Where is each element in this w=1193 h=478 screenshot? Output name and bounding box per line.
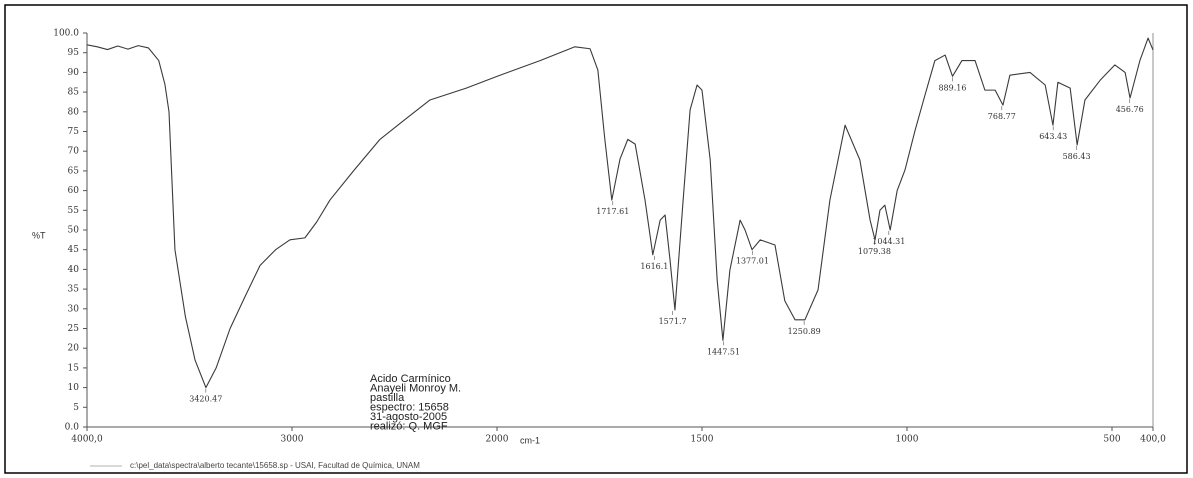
x-tick-label: 4000,0 (71, 435, 103, 445)
y-tick-label: 70 (68, 147, 80, 157)
x-axis-label: cm-1 (520, 435, 540, 445)
footer: c:\pel_data\spectra\alberto tecante\1565… (130, 461, 420, 470)
x-tick-label: 500 (1103, 435, 1120, 445)
peak-label: 1377.01 (736, 257, 769, 266)
y-tick-label: 80 (68, 107, 80, 117)
peak-label: 456.76 (1116, 105, 1144, 114)
y-tick-label: 35 (68, 285, 80, 295)
y-tick-label: 55 (68, 206, 80, 216)
x-tick-label: 2000 (486, 435, 509, 445)
y-tick-label: 5 (73, 403, 79, 413)
y-tick-label: 75 (68, 127, 80, 137)
y-tick-label: 65 (68, 166, 80, 176)
y-tick-label: 50 (68, 226, 80, 236)
y-tick-label: 60 (68, 186, 80, 196)
y-tick-label: 100.0 (53, 29, 79, 39)
spectrum-line (86, 37, 1154, 389)
annotation: pastilla (370, 392, 405, 404)
x-tick-label: 1500 (691, 435, 714, 445)
peak-label: 768.77 (988, 112, 1016, 121)
y-tick-label: 15 (68, 363, 80, 373)
annotation: 31-agosto-2005 (370, 411, 447, 423)
peak-label: 1044.31 (872, 237, 905, 246)
x-tick-label: 1000 (896, 435, 919, 445)
y-tick-label: 85 (68, 88, 80, 98)
y-tick-label: 95 (68, 48, 80, 58)
x-tick-label: 3000 (281, 435, 304, 445)
frame (4, 4, 1188, 474)
peak-label: 1250.89 (788, 327, 821, 336)
peak-label: 3420.47 (189, 395, 222, 404)
y-tick-label: 90 (68, 68, 80, 78)
peak-label: 1079.38 (858, 247, 891, 256)
y-tick-label: 40 (68, 265, 80, 275)
peak-label: 1616.1 (640, 262, 668, 271)
peak-label: 586.43 (1063, 152, 1091, 161)
annotation: Anayeli Monroy M. (370, 382, 461, 394)
annotation: realizó: Q. MGF (370, 420, 448, 432)
y-tick-label: 30 (68, 304, 80, 314)
y-tick-label: 45 (68, 245, 80, 255)
peak-label: 1717.61 (596, 207, 629, 216)
y-axis-label: %T (32, 230, 46, 240)
peak-label: 643.43 (1039, 132, 1067, 141)
peak-label: 1571.7 (659, 317, 687, 326)
annotation: Acido Carmínico (370, 373, 451, 385)
y-tick-label: 25 (68, 324, 80, 334)
peak-label: 889.16 (938, 83, 966, 92)
peak-label: 1447.51 (707, 347, 740, 356)
annotation: espectro: 15658 (370, 401, 449, 413)
x-tick-label: 400,0 (1140, 435, 1166, 445)
y-tick-label: 20 (68, 344, 80, 354)
y-tick-label: 10 (68, 383, 80, 393)
y-tick-label: 0.0 (65, 423, 80, 433)
